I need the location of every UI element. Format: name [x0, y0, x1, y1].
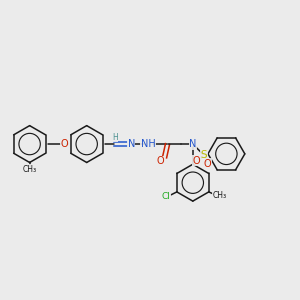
Text: S: S: [201, 150, 207, 160]
Text: CH₃: CH₃: [22, 164, 37, 173]
Text: H: H: [112, 133, 118, 142]
Text: O: O: [204, 159, 212, 169]
Text: NH: NH: [141, 139, 156, 149]
Text: O: O: [157, 156, 164, 166]
Text: N: N: [128, 139, 135, 149]
Text: O: O: [193, 156, 200, 166]
Text: O: O: [61, 139, 68, 149]
Text: Cl: Cl: [161, 192, 170, 201]
Text: N: N: [189, 139, 196, 149]
Text: CH₃: CH₃: [212, 191, 226, 200]
